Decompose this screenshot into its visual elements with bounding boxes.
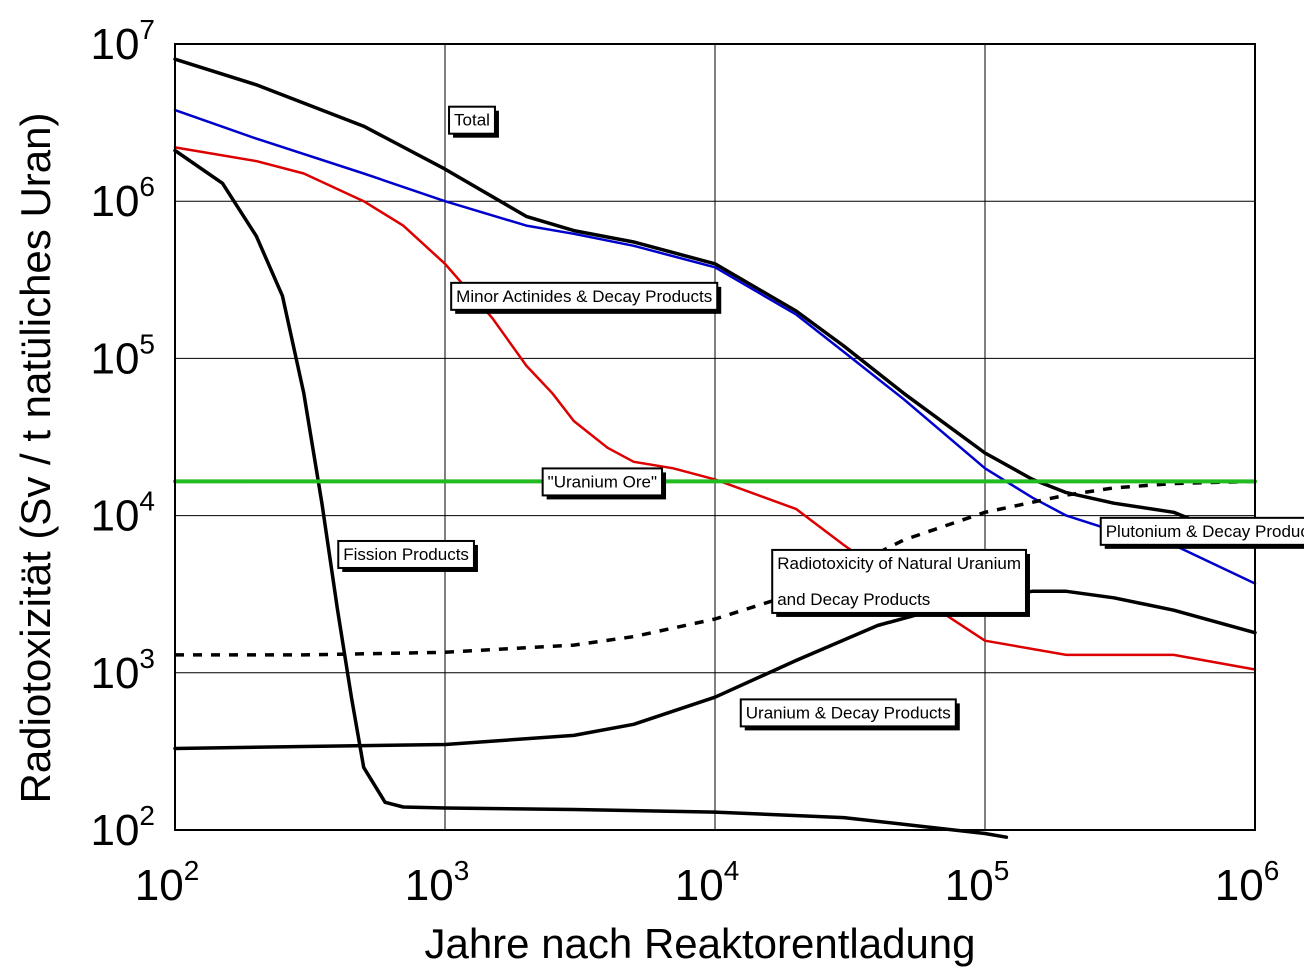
y-tick-label: 105 — [90, 328, 155, 383]
y-tick-label: 102 — [90, 800, 155, 855]
x-tick-labels: 102 103 104 105 106 — [135, 855, 1280, 910]
annotation-text: "Uranium Ore" — [548, 472, 657, 491]
annotations: Total Minor Actinides & Decay Products "Ur… — [337, 105, 1304, 731]
annotation-box — [541, 467, 664, 497]
series-line-total — [173, 57, 1257, 547]
annotation-box — [337, 539, 475, 569]
y-tick-label: 103 — [90, 643, 155, 698]
annotation-text: Uranium & Decay Products — [746, 703, 951, 722]
y-axis-title: Radiotoxizität (Sv / t natüliches Uran) — [12, 113, 59, 804]
y-tick-label: 104 — [90, 486, 155, 541]
annotation-label: and Decay Products — [777, 590, 930, 609]
annotation-box — [1099, 516, 1304, 546]
x-tick-label: 106 — [1215, 855, 1280, 910]
annotation-text: Minor Actinides & Decay Products — [456, 287, 712, 306]
series-line-uranium-decay-products — [173, 589, 1257, 751]
annotation-text: Total — [454, 111, 490, 130]
x-tick-label: 102 — [135, 855, 200, 910]
annotation-label: "Uranium Ore" — [541, 467, 667, 500]
grid — [174, 43, 1256, 831]
annotation-box — [448, 105, 496, 135]
annotation-label: Uranium & Decay Products — [739, 698, 960, 731]
x-tick-label: 105 — [945, 855, 1010, 910]
annotation-text: Fission Products — [343, 545, 469, 564]
annotation-box — [771, 548, 1027, 614]
series-line-plutonium-decay-products — [173, 108, 1257, 585]
annotation-label: Fission Products — [337, 539, 478, 572]
y-tick-label: 106 — [90, 171, 155, 226]
x-tick-label: 103 — [405, 855, 470, 910]
annotation-box — [450, 281, 719, 311]
annotation-label: Plutonium & Decay Products — [1099, 516, 1304, 549]
x-tick-label: 104 — [675, 855, 740, 910]
x-axis-title: Jahre nach Reaktorentladung — [424, 920, 975, 967]
annotation-box — [739, 698, 957, 728]
annotation-label: Total — [448, 105, 499, 138]
series-line-fission-products — [173, 148, 1009, 839]
annotation-label: Minor Actinides & Decay Products — [450, 281, 722, 314]
y-tick-label: 107 — [90, 14, 155, 69]
annotation-text: Radiotoxicity of Natural Uranium — [777, 554, 1021, 573]
annotation-label: Radiotoxicity of Natural Uranium — [771, 548, 1030, 617]
annotation-text: and Decay Products — [777, 590, 930, 609]
series-line-minor-actinides-decay-products — [173, 146, 1257, 671]
plot-frame — [174, 43, 1256, 831]
y-tick-labels: 102 103 104 105 106 107 — [90, 14, 155, 855]
annotation-text: Plutonium & Decay Products — [1106, 522, 1304, 541]
